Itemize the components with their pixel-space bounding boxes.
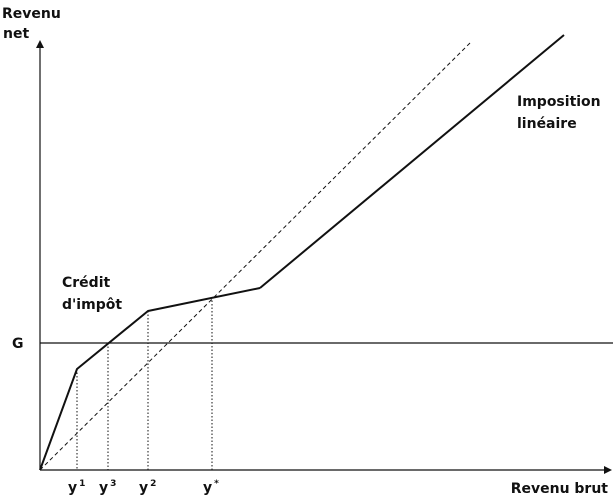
linear-tax-schedule bbox=[259, 34, 565, 289]
marker-y2-sup: 2 bbox=[150, 479, 156, 489]
linear-tax-label-line2: linéaire bbox=[517, 116, 577, 132]
tax-credit-label-line1: Crédit bbox=[62, 275, 110, 291]
no-tax-reference-line bbox=[39, 41, 472, 471]
marker-y1-base: y bbox=[68, 480, 77, 496]
marker-ystar-base: y bbox=[203, 480, 212, 496]
linear-tax-label-line1: Imposition bbox=[517, 94, 601, 110]
x-axis-label: Revenu brut bbox=[511, 481, 609, 497]
y-axis-label-line1: Revenu bbox=[2, 6, 61, 22]
marker-y3-sup: 3 bbox=[110, 479, 116, 489]
marker-y2-base: y bbox=[139, 480, 148, 496]
marker-ystar-sup: * bbox=[214, 479, 219, 489]
y-axis-label-line2: net bbox=[3, 26, 29, 42]
guaranteed-income-label: G bbox=[12, 336, 24, 352]
tax-credit-label-line2: d'impôt bbox=[62, 297, 122, 313]
marker-ystar: y * bbox=[203, 479, 219, 496]
tax-credit-schedule bbox=[39, 287, 261, 471]
marker-y1-sup: 1 bbox=[79, 479, 85, 489]
marker-y3-base: y bbox=[99, 480, 108, 496]
